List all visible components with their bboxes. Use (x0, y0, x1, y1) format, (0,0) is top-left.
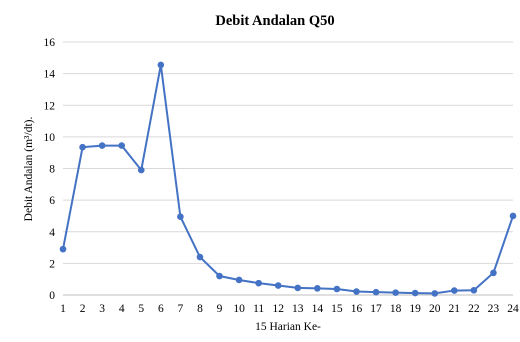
data-point (216, 272, 223, 280)
y-tick-label: 2 (49, 258, 55, 270)
x-tick-label: 16 (351, 303, 363, 315)
x-tick-label: 7 (178, 303, 184, 315)
chart-title: Debit Andalan Q50 (215, 13, 334, 29)
y-tick-label: 14 (44, 69, 56, 81)
data-point (255, 279, 262, 287)
y-tick-label: 8 (49, 164, 55, 176)
y-tick-label: 0 (49, 290, 55, 302)
x-tick-label: 2 (80, 303, 86, 315)
y-tick-labels: 0 2 4 6 8 10 12 14 16 (44, 37, 56, 302)
x-axis-title: 15 Harian Ke- (255, 321, 321, 333)
x-tick-label: 17 (370, 303, 382, 315)
x-tick-label: 13 (292, 303, 304, 315)
y-tick-label: 6 (49, 195, 55, 207)
data-point (98, 142, 106, 149)
x-tick-labels: 1 2 3 4 5 6 7 8 9 10 11 12 13 14 15 16 17 18 19 20 21 22 23 24 (60, 303, 519, 315)
data-point (470, 286, 478, 294)
x-tick-label: 9 (217, 303, 223, 315)
series-line (62, 64, 514, 295)
data-point (59, 245, 67, 253)
data-point (372, 288, 380, 296)
y-axis-title: Debit Andalan (m³/dt). (23, 117, 35, 222)
data-point (294, 284, 302, 292)
series-line (62, 64, 514, 295)
data-point (490, 269, 497, 277)
x-tick-label: 1 (60, 303, 66, 315)
data-point (451, 287, 458, 294)
data-points (59, 61, 517, 297)
x-tick-label: 18 (390, 303, 402, 315)
x-tick-label: 4 (119, 303, 125, 315)
y-tick-label: 16 (44, 37, 56, 49)
data-point (411, 289, 419, 297)
x-tick-label: 19 (409, 303, 421, 315)
data-point (274, 282, 282, 289)
x-tick-label: 23 (488, 303, 500, 315)
data-point (333, 285, 341, 293)
x-tick-label: 11 (253, 303, 264, 315)
x-tick-label: 14 (312, 303, 324, 315)
data-point (392, 289, 399, 296)
x-tick-label: 10 (233, 303, 245, 315)
data-point (118, 142, 125, 149)
data-point (353, 288, 360, 295)
x-tick-label: 6 (158, 303, 164, 315)
x-tick-label: 20 (429, 303, 441, 315)
y-tick-label: 10 (44, 132, 56, 144)
x-tick-label: 12 (272, 303, 284, 315)
x-tick-label: 24 (507, 303, 519, 315)
x-tick-label: 5 (138, 303, 144, 315)
x-tick-label: 8 (197, 303, 203, 315)
x-tick-label: 21 (449, 303, 461, 315)
data-point (509, 212, 517, 220)
gridlines (63, 41, 513, 264)
y-tick-label: 12 (44, 100, 56, 112)
data-point (157, 61, 165, 69)
data-point (196, 253, 204, 261)
data-point (235, 276, 243, 284)
x-tick-label: 15 (331, 303, 343, 315)
x-tick-label: 3 (99, 303, 105, 315)
data-point (79, 143, 86, 151)
data-point (431, 290, 439, 297)
x-tick-label: 22 (468, 303, 480, 315)
data-point (137, 166, 145, 174)
data-point (314, 285, 321, 292)
y-tick-label: 4 (49, 227, 55, 239)
data-point (177, 213, 184, 221)
